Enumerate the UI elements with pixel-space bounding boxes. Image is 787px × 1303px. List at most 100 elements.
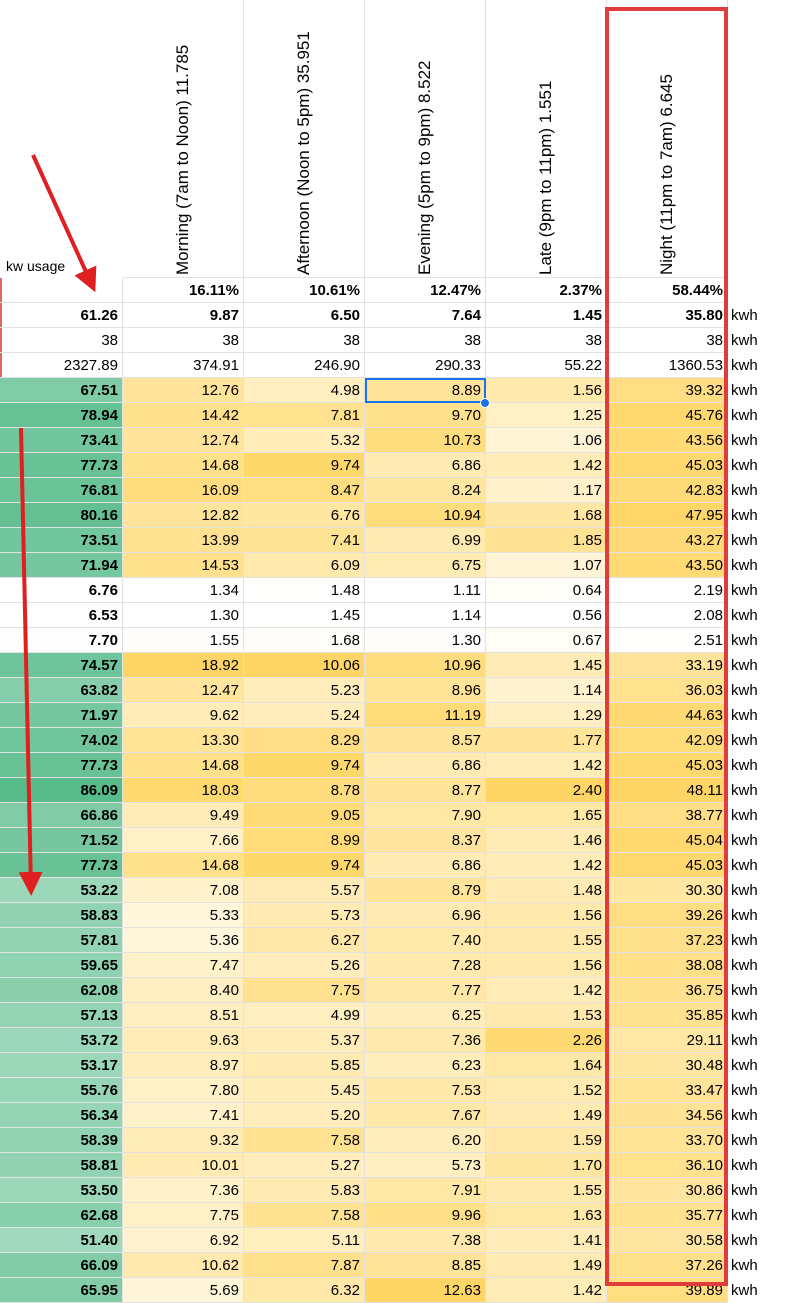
cell-afternoon[interactable]: 1.45 [244,603,365,628]
cell-morning[interactable]: 5.69 [123,1278,244,1303]
cell-afternoon[interactable]: 8.47 [244,478,365,503]
cell-afternoon[interactable]: 6.32 [244,1278,365,1303]
cell-night[interactable]: 43.50 [607,553,728,578]
cell-kw-usage[interactable]: 53.22 [0,878,123,903]
cell-morning[interactable]: 9.87 [123,303,244,328]
cell-afternoon[interactable]: 7.41 [244,528,365,553]
cell-evening[interactable]: 8.96 [365,678,486,703]
cell-kw-usage[interactable]: 56.34 [0,1103,123,1128]
cell-night[interactable]: 30.86 [607,1178,728,1203]
cell-night[interactable]: 34.56 [607,1103,728,1128]
cell-afternoon[interactable]: 7.58 [244,1128,365,1153]
cell-evening[interactable]: 6.20 [365,1128,486,1153]
cell-late[interactable]: 1.25 [486,403,607,428]
cell-evening[interactable]: 8.79 [365,878,486,903]
column-header-morning[interactable]: Morning (7am to Noon) 11.785 [123,0,244,278]
cell-late[interactable]: 1.65 [486,803,607,828]
cell-night[interactable]: 45.04 [607,828,728,853]
cell-afternoon[interactable]: 5.24 [244,703,365,728]
cell-afternoon[interactable]: 6.27 [244,928,365,953]
cell-morning[interactable]: 10.01 [123,1153,244,1178]
cell-night[interactable]: 35.85 [607,1003,728,1028]
cell-late[interactable]: 1.14 [486,678,607,703]
cell-kw-usage[interactable]: 66.86 [0,803,123,828]
cell-morning[interactable]: 7.41 [123,1103,244,1128]
cell-evening[interactable]: 7.90 [365,803,486,828]
cell-night[interactable]: 58.44% [607,278,728,303]
cell-late[interactable]: 1.42 [486,753,607,778]
cell-night[interactable]: 1360.53 [607,353,728,378]
cell-night[interactable]: 45.03 [607,853,728,878]
cell-morning[interactable]: 18.03 [123,778,244,803]
cell-evening[interactable]: 8.89 [365,378,486,403]
cell-evening[interactable]: 1.11 [365,578,486,603]
cell-late[interactable]: 1.70 [486,1153,607,1178]
cell-night[interactable]: 2.08 [607,603,728,628]
cell-night[interactable]: 42.09 [607,728,728,753]
cell-late[interactable]: 1.06 [486,428,607,453]
cell-late[interactable]: 1.77 [486,728,607,753]
cell-kw-usage[interactable]: 71.52 [0,828,123,853]
cell-kw-usage[interactable]: 53.17 [0,1053,123,1078]
cell-evening[interactable]: 8.77 [365,778,486,803]
cell-evening[interactable]: 7.91 [365,1178,486,1203]
cell-kw-usage[interactable]: 38 [0,328,123,353]
cell-evening[interactable]: 8.37 [365,828,486,853]
cell-evening[interactable]: 6.23 [365,1053,486,1078]
cell-afternoon[interactable]: 5.20 [244,1103,365,1128]
cell-morning[interactable]: 6.92 [123,1228,244,1253]
cell-night[interactable]: 29.11 [607,1028,728,1053]
cell-late[interactable]: 1.46 [486,828,607,853]
cell-kw-usage[interactable]: 86.09 [0,778,123,803]
cell-morning[interactable]: 7.66 [123,828,244,853]
cell-morning[interactable]: 7.47 [123,953,244,978]
cell-morning[interactable]: 13.99 [123,528,244,553]
cell-night[interactable]: 38.77 [607,803,728,828]
cell-kw-usage[interactable]: 73.51 [0,528,123,553]
cell-evening[interactable]: 6.99 [365,528,486,553]
cell-morning[interactable]: 7.75 [123,1203,244,1228]
cell-night[interactable]: 35.77 [607,1203,728,1228]
cell-evening[interactable]: 38 [365,328,486,353]
cell-kw-usage[interactable]: 71.97 [0,703,123,728]
cell-evening[interactable]: 7.77 [365,978,486,1003]
cell-evening[interactable]: 6.86 [365,753,486,778]
cell-night[interactable]: 30.30 [607,878,728,903]
cell-evening[interactable]: 6.96 [365,903,486,928]
cell-afternoon[interactable]: 9.74 [244,453,365,478]
cell-kw-usage[interactable]: 59.65 [0,953,123,978]
cell-evening[interactable]: 7.38 [365,1228,486,1253]
cell-afternoon[interactable]: 5.83 [244,1178,365,1203]
cell-kw-usage[interactable]: 6.53 [0,603,123,628]
cell-late[interactable]: 1.56 [486,903,607,928]
cell-late[interactable]: 1.63 [486,1203,607,1228]
cell-late[interactable]: 1.68 [486,503,607,528]
cell-late[interactable]: 1.56 [486,378,607,403]
cell-kw-usage[interactable]: 6.76 [0,578,123,603]
cell-night[interactable]: 30.48 [607,1053,728,1078]
cell-evening[interactable]: 10.94 [365,503,486,528]
cell-kw-usage[interactable]: 78.94 [0,403,123,428]
cell-morning[interactable]: 14.68 [123,753,244,778]
cell-kw-usage[interactable]: 74.02 [0,728,123,753]
cell-morning[interactable]: 12.76 [123,378,244,403]
cell-night[interactable]: 37.26 [607,1253,728,1278]
cell-evening[interactable]: 8.24 [365,478,486,503]
cell-kw-usage[interactable]: 76.81 [0,478,123,503]
cell-morning[interactable]: 1.30 [123,603,244,628]
cell-kw-usage[interactable]: 7.70 [0,628,123,653]
cell-kw-usage[interactable]: 55.76 [0,1078,123,1103]
cell-evening[interactable]: 12.63 [365,1278,486,1303]
cell-late[interactable]: 0.64 [486,578,607,603]
cell-morning[interactable]: 7.08 [123,878,244,903]
cell-afternoon[interactable]: 5.73 [244,903,365,928]
cell-morning[interactable]: 5.33 [123,903,244,928]
cell-late[interactable]: 1.41 [486,1228,607,1253]
cell-kw-usage[interactable]: 58.81 [0,1153,123,1178]
cell-morning[interactable]: 1.34 [123,578,244,603]
cell-evening[interactable]: 7.28 [365,953,486,978]
cell-kw-usage[interactable]: 61.26 [0,303,123,328]
cell-night[interactable]: 33.70 [607,1128,728,1153]
cell-evening[interactable]: 1.14 [365,603,486,628]
cell-kw-usage[interactable]: 62.68 [0,1203,123,1228]
